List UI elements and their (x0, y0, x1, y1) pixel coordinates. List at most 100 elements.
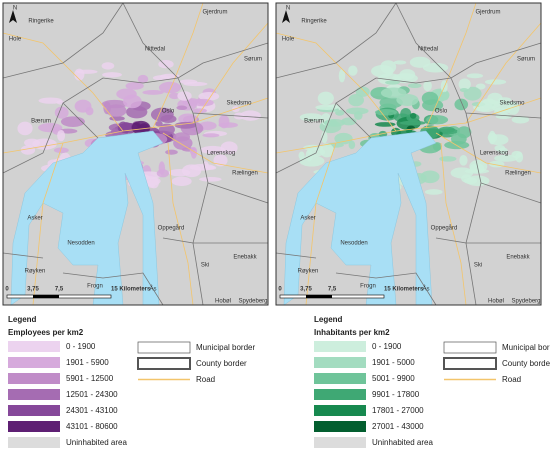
legend: Legend Employees per km2 0 - 1900 1901 - 59… (8, 315, 255, 448)
density-patch (399, 120, 426, 126)
place-label: Nesodden (67, 241, 94, 247)
scale-label: 7,5 (55, 287, 64, 293)
density-patch (317, 91, 334, 105)
road (440, 142, 467, 306)
density-patch (20, 145, 36, 155)
place-label: Hole (282, 37, 295, 43)
place-label: Spydeberg (511, 299, 540, 305)
legend: Legend Inhabitants per km2 0 - 1900 1901 - … (314, 315, 550, 448)
scale-label: 0 (5, 287, 9, 293)
scale-label: 0 (278, 287, 282, 293)
density-patch (125, 81, 144, 90)
legend-label: 9901 - 17800 (372, 390, 420, 399)
density-patch (478, 99, 501, 109)
place-label: Gjerdrum (202, 10, 227, 16)
road (152, 2, 204, 129)
density-patch (168, 92, 181, 100)
density-patch (54, 106, 69, 119)
density-patch (171, 176, 192, 187)
density-patch (231, 106, 240, 113)
legend-title: Legend (314, 315, 343, 324)
municipal-border (162, 237, 204, 306)
legend-subtitle: Employees per km2 (8, 328, 84, 337)
density-patch (409, 112, 417, 119)
north-label: N (286, 6, 290, 12)
density-patch (440, 91, 450, 101)
legend-swatch (314, 437, 366, 448)
density-patch (459, 87, 469, 93)
density-patch (495, 113, 512, 120)
density-patch (420, 170, 440, 184)
density-patch (515, 151, 524, 163)
place-label: Røyken (298, 269, 319, 275)
density-patch (165, 149, 178, 155)
municipal-border (2, 252, 44, 259)
density-patch (454, 98, 469, 111)
fjord (283, 130, 437, 306)
density-patch (199, 176, 222, 182)
place-label: Enebakk (506, 255, 530, 261)
density-patch (348, 140, 356, 150)
density-patch (329, 119, 338, 127)
density-patch (158, 60, 174, 69)
density-patch (218, 114, 230, 129)
map-frame (2, 2, 269, 306)
municipal-border (275, 77, 452, 174)
density-patch (494, 144, 506, 152)
place-label: Lørenskog (207, 151, 235, 157)
legend-swatch (314, 421, 366, 432)
place-label: Sørum (244, 57, 262, 63)
density-patch (239, 110, 261, 121)
place-label: Ringerike (28, 19, 54, 25)
place-label: Lørenskog (480, 151, 508, 157)
density-patch (179, 79, 198, 84)
legend-label: Road (196, 375, 215, 384)
density-patch (426, 115, 449, 125)
density-patch (334, 132, 353, 145)
place-label: Oppegård (158, 225, 185, 232)
density-patch (173, 132, 191, 142)
road (425, 2, 477, 129)
density-patch (142, 90, 164, 95)
density-patch (475, 83, 486, 90)
density-patch (335, 109, 345, 116)
road (162, 132, 269, 174)
density-patch (338, 69, 346, 83)
density-patch (85, 106, 94, 116)
density-patch (487, 132, 498, 143)
density-patch (409, 56, 431, 68)
density-patch (458, 78, 471, 91)
legend-label: 5901 - 12500 (66, 374, 114, 383)
legend-swatch (314, 357, 366, 368)
legend-label: Uninhabited area (66, 438, 127, 447)
density-patch (24, 138, 40, 147)
legend-swatch (314, 405, 366, 416)
legend-title: Legend (8, 315, 37, 324)
density-patch (177, 91, 192, 101)
density-patch (484, 79, 507, 85)
place-label: Ås (422, 286, 429, 293)
legend-swatch (314, 389, 366, 400)
scale-label: 15 Kilometers (111, 287, 151, 293)
place-label: Ringerike (301, 19, 327, 25)
place-label: Rælingen (505, 171, 531, 177)
place-label: Oslo (435, 109, 448, 115)
legend-label: Uninhabited area (372, 438, 433, 447)
place-label: Bærum (304, 119, 324, 125)
density-patch (131, 120, 151, 135)
place-label: Skedsmo (499, 101, 525, 107)
density-patch (469, 159, 488, 173)
legend-swatch (137, 341, 191, 354)
municipal-border (275, 2, 397, 79)
density-patch (422, 62, 449, 73)
density-patch (148, 177, 160, 189)
density-patch (109, 115, 125, 121)
density-patch (299, 155, 325, 167)
municipal-border (2, 77, 179, 174)
density-patch (374, 108, 397, 116)
density-patch (198, 121, 217, 131)
density-patch (202, 133, 220, 138)
place-label: Asker (27, 216, 42, 222)
place-label: Gjerdrum (475, 10, 500, 16)
